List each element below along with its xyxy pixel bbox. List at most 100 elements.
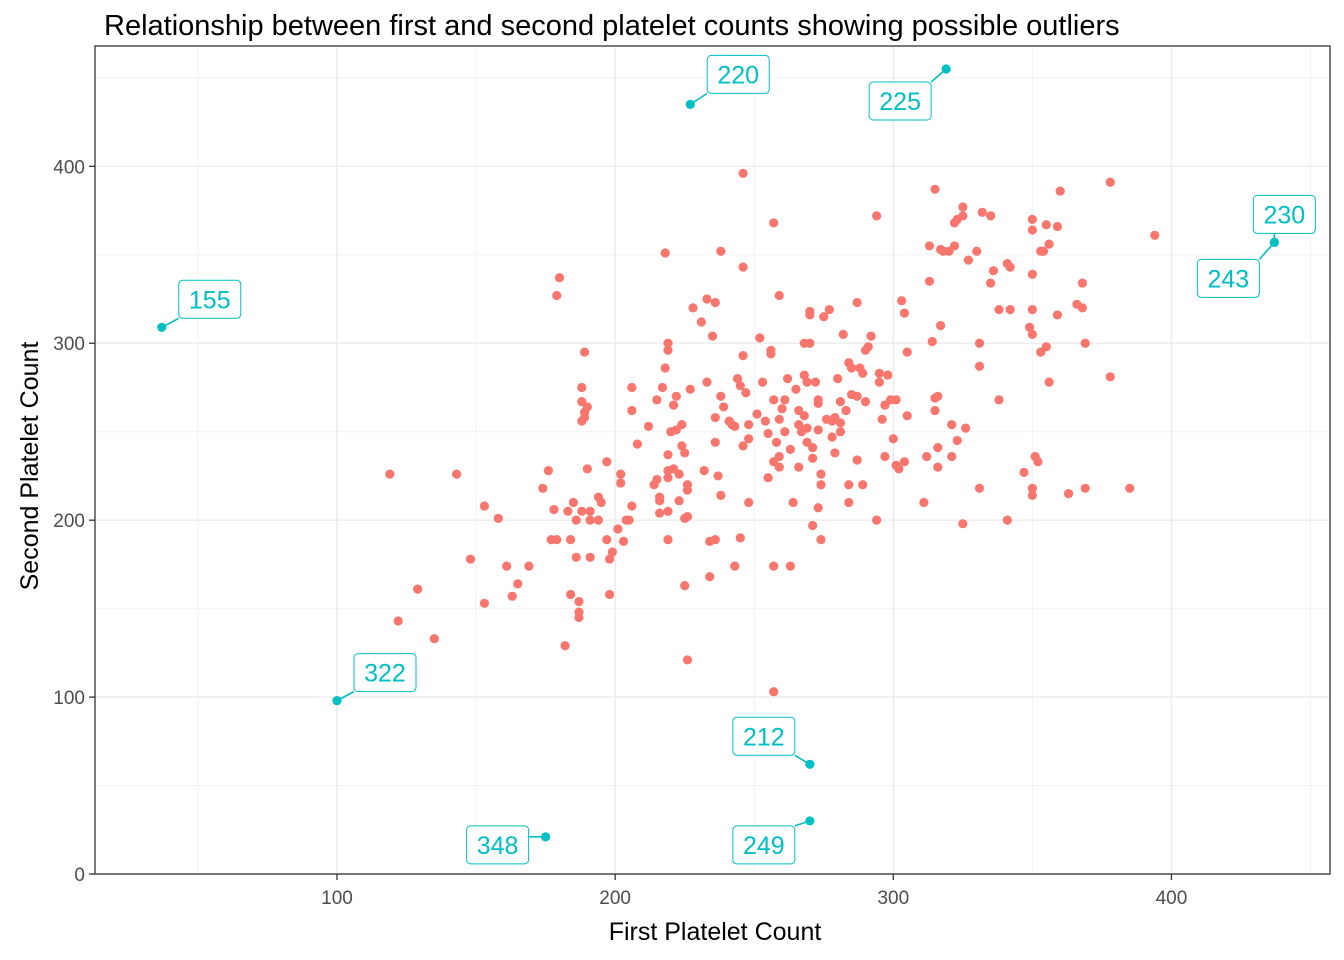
data-point xyxy=(888,434,898,444)
data-point xyxy=(663,506,673,516)
data-point xyxy=(502,561,512,571)
data-point xyxy=(794,462,804,472)
data-point xyxy=(1027,329,1037,339)
data-point xyxy=(830,448,840,458)
data-point xyxy=(393,616,403,626)
data-point xyxy=(1005,262,1015,272)
data-point xyxy=(735,381,745,391)
data-point xyxy=(563,506,573,516)
data-point xyxy=(1125,483,1135,493)
data-point xyxy=(852,391,862,401)
data-point xyxy=(986,278,996,288)
data-point xyxy=(924,241,935,251)
data-point xyxy=(604,589,615,600)
data-point xyxy=(852,297,862,308)
annotation-box xyxy=(466,825,530,865)
data-point xyxy=(663,345,673,355)
data-point xyxy=(1063,489,1074,499)
data-point xyxy=(924,276,935,286)
data-point xyxy=(949,241,960,251)
data-point xyxy=(627,405,637,416)
data-point xyxy=(1055,186,1065,196)
data-point xyxy=(632,439,642,449)
data-point xyxy=(671,391,681,401)
data-point xyxy=(699,466,709,476)
data-point xyxy=(771,437,782,447)
data-point xyxy=(607,547,617,557)
data-point xyxy=(774,462,784,472)
annotation-connector xyxy=(161,317,180,329)
data-point xyxy=(655,508,665,518)
data-point xyxy=(682,485,693,495)
data-point xyxy=(858,480,868,490)
data-point xyxy=(816,535,826,545)
annotation-connector xyxy=(794,754,811,765)
data-point xyxy=(616,478,626,488)
data-point xyxy=(663,535,673,545)
data-point xyxy=(552,290,562,301)
data-point xyxy=(844,480,854,490)
data-point xyxy=(677,441,687,451)
data-points xyxy=(157,64,1279,842)
annotation-label: 322 xyxy=(364,660,406,688)
data-point xyxy=(877,414,887,424)
data-point xyxy=(769,561,779,571)
data-point xyxy=(752,409,762,419)
data-point xyxy=(1038,246,1049,256)
data-point xyxy=(577,506,587,516)
data-point xyxy=(766,349,776,359)
grid-lines xyxy=(95,46,1330,875)
data-point xyxy=(574,596,584,607)
data-point xyxy=(560,641,570,651)
data-point xyxy=(1027,483,1037,493)
data-point xyxy=(780,427,790,437)
data-point xyxy=(802,423,812,433)
data-point xyxy=(933,391,943,401)
data-point xyxy=(1005,305,1015,315)
data-point xyxy=(805,338,815,348)
data-point xyxy=(574,612,584,623)
plot-panel-background xyxy=(95,46,1330,874)
data-point xyxy=(566,589,576,600)
data-point xyxy=(808,520,818,531)
data-point xyxy=(791,384,801,394)
data-point xyxy=(1027,490,1037,500)
x-tick-label: 300 xyxy=(877,888,909,909)
annotation-box xyxy=(732,716,796,756)
data-point xyxy=(1044,239,1054,249)
data-point xyxy=(385,469,395,479)
data-point xyxy=(835,418,846,428)
data-point xyxy=(841,405,851,416)
data-point xyxy=(1044,377,1054,387)
data-point xyxy=(655,496,665,506)
data-point xyxy=(744,420,754,430)
data-point xyxy=(963,255,974,265)
data-point xyxy=(674,496,684,506)
data-point xyxy=(897,296,907,306)
data-point xyxy=(874,368,884,378)
x-axis-title: First Platelet Count xyxy=(609,918,822,946)
x-tick-label: 200 xyxy=(599,888,631,909)
data-point xyxy=(568,497,579,508)
data-point xyxy=(524,561,534,571)
y-tick-label: 200 xyxy=(53,511,85,532)
annotation-label: 225 xyxy=(879,88,921,116)
annotation-connector xyxy=(930,68,947,83)
data-point xyxy=(866,331,876,341)
data-point xyxy=(755,333,765,343)
data-point xyxy=(719,402,729,412)
data-point xyxy=(757,377,768,387)
annotation-label: 249 xyxy=(743,832,785,860)
data-point xyxy=(835,427,846,437)
axes: 100 200 300 400 0 100 200 300 400 xyxy=(53,157,1187,909)
data-point xyxy=(799,370,809,380)
data-point xyxy=(624,515,634,525)
data-point xyxy=(582,402,592,412)
data-point xyxy=(933,462,943,472)
data-point xyxy=(738,351,748,361)
data-point xyxy=(702,294,712,304)
outlier-point xyxy=(805,816,815,826)
data-point xyxy=(785,561,795,571)
data-point xyxy=(730,421,740,431)
